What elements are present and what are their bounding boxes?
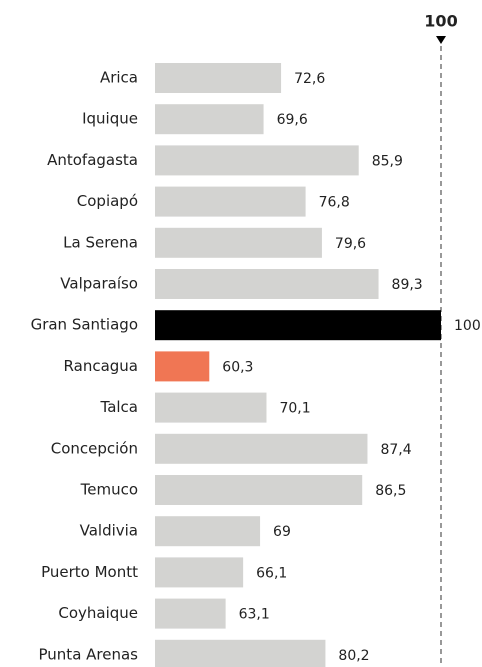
reference-marker — [436, 36, 446, 44]
value-label: 76,8 — [319, 195, 350, 211]
value-label: 85,9 — [372, 153, 403, 169]
value-label: 87,4 — [380, 442, 411, 458]
category-label: Copiapó — [77, 192, 138, 210]
bar — [155, 639, 326, 667]
bar — [155, 598, 226, 629]
bar — [155, 63, 282, 93]
category-label: Concepción — [51, 439, 138, 457]
value-label: 66,1 — [256, 565, 287, 581]
bar — [155, 351, 210, 382]
value-label: 100 — [454, 318, 481, 334]
category-label: Rancagua — [64, 357, 138, 375]
category-label: Antofagasta — [47, 151, 138, 169]
category-label: Valparaíso — [60, 275, 138, 293]
category-label: La Serena — [63, 233, 138, 251]
category-label: Temuco — [80, 481, 138, 499]
category-label: Talca — [100, 398, 138, 416]
value-label: 86,5 — [375, 483, 406, 499]
category-label: Punta Arenas — [39, 645, 139, 663]
value-label: 69,6 — [277, 112, 308, 128]
value-label: 89,3 — [392, 277, 423, 293]
category-label: Arica — [100, 69, 138, 87]
bar — [155, 557, 244, 588]
bar — [155, 104, 264, 135]
value-label: 63,1 — [239, 607, 270, 623]
value-label: 72,6 — [294, 71, 325, 87]
bar — [155, 516, 261, 547]
category-label: Gran Santiago — [31, 316, 138, 334]
category-label: Coyhaique — [58, 604, 138, 622]
category-label: Iquique — [82, 110, 138, 128]
value-label: 79,6 — [335, 236, 366, 252]
category-label: Valdivia — [80, 522, 138, 540]
reference-label: 100 — [424, 12, 457, 31]
bar — [155, 433, 368, 464]
category-label: Puerto Montt — [41, 563, 138, 581]
bar — [155, 475, 363, 505]
bar — [155, 392, 267, 423]
value-label: 70,1 — [279, 401, 310, 417]
value-label: 69 — [273, 524, 291, 540]
bar — [155, 186, 306, 217]
value-label: 60,3 — [222, 359, 253, 375]
bar — [155, 227, 322, 258]
value-label: 80,2 — [338, 648, 369, 664]
bar — [155, 310, 441, 341]
bar — [155, 269, 379, 299]
bar — [155, 145, 359, 176]
